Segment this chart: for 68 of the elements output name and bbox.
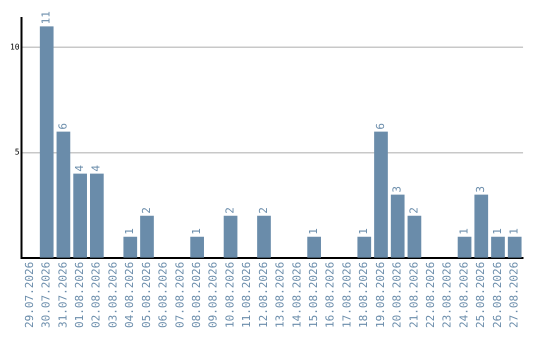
bar bbox=[374, 132, 388, 258]
x-tick-label: 05.08.2026 bbox=[140, 262, 153, 328]
x-tick-label: 21.08.2026 bbox=[407, 262, 420, 328]
x-tick-label: 18.08.2026 bbox=[357, 262, 370, 328]
data-label: 3 bbox=[390, 186, 404, 193]
x-tick-label: 19.08.2026 bbox=[374, 262, 387, 328]
x-tick-label: 17.08.2026 bbox=[340, 262, 354, 328]
x-tick-label: 01.08.2026 bbox=[72, 262, 86, 328]
x-tick-label: 16.08.2026 bbox=[324, 262, 337, 328]
x-tick-label: 24.08.2026 bbox=[457, 262, 470, 328]
x-tick-label: 15.08.2026 bbox=[306, 262, 320, 328]
bar bbox=[491, 236, 505, 258]
data-label: 4 bbox=[72, 164, 86, 172]
x-tick-label: 09.08.2026 bbox=[206, 262, 220, 328]
data-label: 2 bbox=[223, 207, 236, 214]
x-tick-label: 29.07.2026 bbox=[22, 262, 36, 328]
x-tick-label: 20.08.2026 bbox=[390, 262, 404, 328]
x-tick-label: 27.08.2026 bbox=[508, 262, 521, 328]
data-label: 3 bbox=[474, 186, 488, 193]
x-tick-label: 02.08.2026 bbox=[90, 262, 103, 328]
bar bbox=[40, 26, 54, 258]
x-tick-label: 04.08.2026 bbox=[123, 262, 136, 328]
data-label: 1 bbox=[357, 228, 370, 235]
x-tick-label: 07.08.2026 bbox=[173, 262, 186, 328]
data-label: 6 bbox=[56, 122, 70, 130]
data-label: 4 bbox=[90, 164, 103, 172]
data-label: 1 bbox=[190, 228, 203, 235]
bar bbox=[307, 236, 321, 258]
data-label: 11 bbox=[40, 11, 53, 24]
bar bbox=[90, 174, 104, 258]
x-tick-label: 14.08.2026 bbox=[290, 262, 304, 328]
x-tick-label: 26.08.2026 bbox=[490, 262, 504, 328]
x-tick-label: 03.08.2026 bbox=[106, 262, 120, 328]
x-tick-label: 12.08.2026 bbox=[256, 262, 270, 328]
bar bbox=[508, 236, 522, 258]
x-tick-label: 30.07.2026 bbox=[40, 262, 53, 328]
data-label: 1 bbox=[457, 228, 470, 235]
bar bbox=[390, 194, 405, 258]
bar bbox=[224, 216, 238, 258]
bar bbox=[408, 216, 422, 258]
bar bbox=[357, 236, 372, 258]
data-label: 2 bbox=[256, 207, 270, 214]
x-tick-label: 06.08.2026 bbox=[156, 262, 170, 328]
data-label: 1 bbox=[123, 228, 136, 235]
data-label: 2 bbox=[140, 207, 153, 214]
bar bbox=[56, 132, 70, 258]
bar bbox=[123, 236, 138, 258]
x-tick-label: 10.08.2026 bbox=[223, 262, 236, 328]
data-label: 1 bbox=[508, 228, 521, 235]
x-tick-label: 22.08.2026 bbox=[424, 262, 437, 328]
data-label: 1 bbox=[490, 228, 504, 235]
bar bbox=[474, 194, 488, 258]
x-tick-label: 08.08.2026 bbox=[190, 262, 203, 328]
x-tick-label: 13.08.2026 bbox=[274, 262, 287, 328]
y-tick-label: 5 bbox=[14, 148, 20, 157]
x-tick-label: 25.08.2026 bbox=[474, 262, 488, 328]
bar bbox=[140, 216, 154, 258]
x-tick-label: 11.08.2026 bbox=[240, 262, 254, 328]
data-label: 6 bbox=[374, 122, 387, 130]
data-label: 2 bbox=[407, 207, 420, 214]
bar bbox=[190, 236, 204, 258]
bar bbox=[458, 236, 472, 258]
bar bbox=[257, 216, 271, 258]
y-tick-label: 10 bbox=[10, 42, 20, 52]
x-tick-label: 23.08.2026 bbox=[440, 262, 454, 328]
data-label: 1 bbox=[306, 228, 320, 235]
x-tick-label: 31.07.2026 bbox=[56, 262, 70, 328]
bar bbox=[73, 174, 87, 258]
